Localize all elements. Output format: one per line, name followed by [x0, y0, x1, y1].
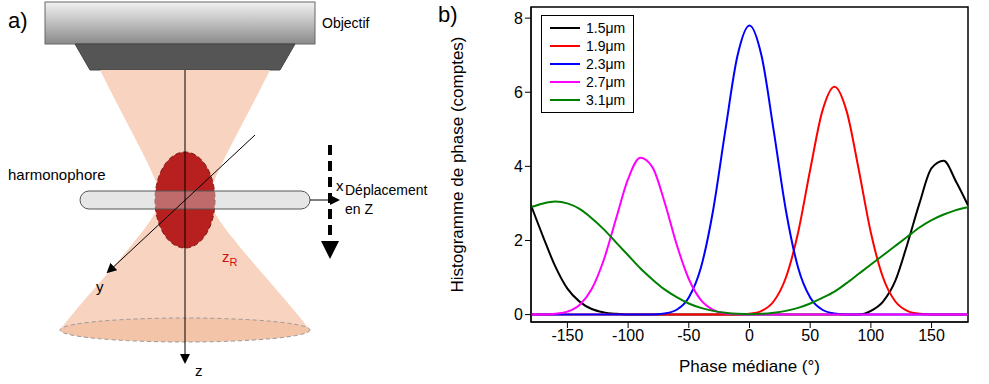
svg-text:-150: -150: [551, 327, 583, 344]
svg-text:6: 6: [514, 84, 523, 101]
svg-text:Déplacement: Déplacement: [345, 182, 428, 198]
svg-text:2: 2: [514, 232, 523, 249]
svg-text:8: 8: [514, 10, 523, 27]
svg-text:4: 4: [514, 158, 523, 175]
html-text:2.3μm: 2.3μm: [586, 56, 626, 72]
html-text:2.7μm: 2.7μm: [586, 74, 626, 90]
svg-text:y: y: [96, 278, 104, 295]
html-text:3.1μm: 3.1μm: [586, 92, 626, 108]
svg-text:z: z: [195, 362, 203, 379]
svg-text:50: 50: [801, 327, 819, 344]
svg-text:0: 0: [745, 327, 754, 344]
html-text:1.5μm: 1.5μm: [586, 20, 626, 36]
svg-text:harmonophore: harmonophore: [8, 166, 106, 183]
svg-text:150: 150: [918, 327, 945, 344]
svg-text:a): a): [8, 8, 28, 33]
svg-text:0: 0: [514, 306, 523, 323]
html-text:b): b): [438, 2, 458, 27]
svg-text:zR: zR: [222, 248, 238, 268]
svg-text:x: x: [336, 177, 344, 194]
svg-text:100: 100: [858, 327, 885, 344]
svg-text:Objectif: Objectif: [322, 15, 370, 31]
svg-text:Histogramme de phase (comptes): Histogramme de phase (comptes): [448, 36, 467, 292]
svg-text:-50: -50: [677, 327, 700, 344]
svg-text:Phase médiane (°): Phase médiane (°): [679, 357, 820, 376]
html-text:1.9μm: 1.9μm: [586, 38, 626, 54]
svg-text:en Z: en Z: [345, 201, 373, 217]
svg-text:-100: -100: [612, 327, 644, 344]
